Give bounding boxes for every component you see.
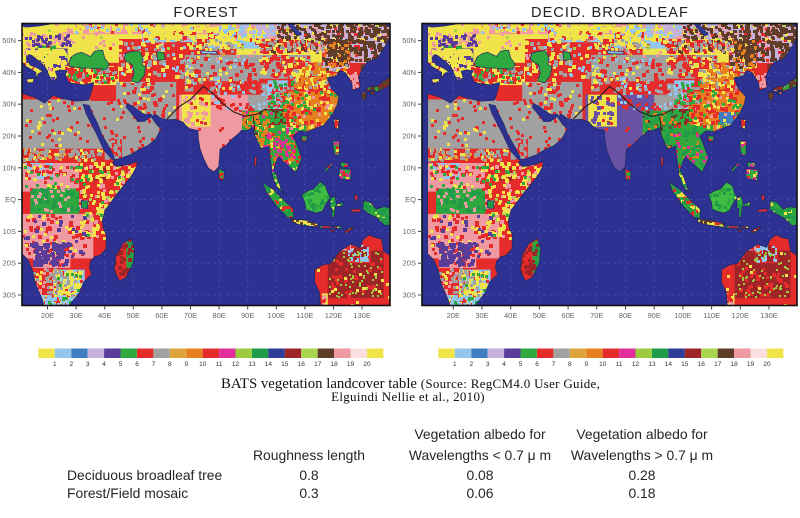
svg-text:90E: 90E xyxy=(648,311,661,320)
svg-text:110E: 110E xyxy=(296,311,313,320)
svg-text:70E: 70E xyxy=(184,311,197,320)
svg-text:100E: 100E xyxy=(674,311,692,320)
svg-text:60E: 60E xyxy=(155,311,168,320)
svg-text:0.3: 0.3 xyxy=(299,485,319,501)
svg-text:10N: 10N xyxy=(2,163,16,172)
svg-text:5: 5 xyxy=(119,361,123,368)
svg-text:11: 11 xyxy=(616,361,623,368)
svg-text:2: 2 xyxy=(69,361,73,368)
svg-text:70E: 70E xyxy=(590,311,603,320)
svg-text:7: 7 xyxy=(152,361,156,368)
svg-text:19: 19 xyxy=(747,361,755,368)
svg-text:50N: 50N xyxy=(402,36,416,45)
svg-text:90E: 90E xyxy=(241,311,254,320)
svg-text:Forest/Field mosaic: Forest/Field mosaic xyxy=(67,485,188,501)
svg-text:20N: 20N xyxy=(2,132,16,141)
svg-text:50E: 50E xyxy=(127,311,140,320)
svg-text:14: 14 xyxy=(265,361,273,368)
svg-text:20: 20 xyxy=(763,361,771,368)
svg-text:DECID. BROADLEAF: DECID. BROADLEAF xyxy=(531,5,689,21)
svg-text:130E: 130E xyxy=(353,311,371,320)
svg-text:9: 9 xyxy=(584,361,588,368)
svg-text:2: 2 xyxy=(469,361,473,368)
svg-text:40N: 40N xyxy=(402,68,416,77)
svg-text:0.06: 0.06 xyxy=(466,485,493,501)
svg-text:10: 10 xyxy=(199,361,207,368)
svg-text:40E: 40E xyxy=(504,311,517,320)
svg-text:100E: 100E xyxy=(268,311,286,320)
svg-text:10: 10 xyxy=(599,361,607,368)
svg-text:12: 12 xyxy=(632,361,640,368)
svg-text:16: 16 xyxy=(698,361,706,368)
svg-text:19: 19 xyxy=(347,361,355,368)
svg-text:110E: 110E xyxy=(703,311,720,320)
svg-text:0.18: 0.18 xyxy=(628,485,655,501)
svg-text:15: 15 xyxy=(281,361,289,368)
svg-text:3: 3 xyxy=(486,361,490,368)
svg-text:80E: 80E xyxy=(212,311,225,320)
svg-text:17: 17 xyxy=(714,361,722,368)
svg-text:13: 13 xyxy=(648,361,656,368)
svg-text:120E: 120E xyxy=(325,311,343,320)
svg-text:Wavelengths > 0.7 μ m: Wavelengths > 0.7 μ m xyxy=(571,447,713,463)
svg-text:17: 17 xyxy=(314,361,322,368)
svg-text:Roughness length: Roughness length xyxy=(253,447,365,463)
svg-text:6: 6 xyxy=(535,361,539,368)
svg-text:11: 11 xyxy=(216,361,223,368)
svg-text:8: 8 xyxy=(168,361,172,368)
svg-text:12: 12 xyxy=(232,361,240,368)
svg-text:60E: 60E xyxy=(561,311,574,320)
svg-text:30E: 30E xyxy=(69,311,82,320)
svg-text:30S: 30S xyxy=(403,291,416,300)
svg-text:10S: 10S xyxy=(403,227,416,236)
svg-text:BATS vegetation landcover tabl: BATS vegetation landcover table (Source:… xyxy=(221,376,600,392)
svg-text:5: 5 xyxy=(519,361,523,368)
svg-text:16: 16 xyxy=(298,361,306,368)
svg-text:Deciduous broadleaf tree: Deciduous broadleaf tree xyxy=(67,467,222,483)
svg-text:EQ: EQ xyxy=(5,195,16,204)
svg-text:20N: 20N xyxy=(402,132,416,141)
svg-text:130E: 130E xyxy=(760,311,778,320)
svg-text:30E: 30E xyxy=(475,311,488,320)
svg-text:1: 1 xyxy=(53,361,57,368)
svg-text:40E: 40E xyxy=(98,311,111,320)
svg-text:9: 9 xyxy=(184,361,188,368)
svg-text:15: 15 xyxy=(681,361,689,368)
svg-text:80E: 80E xyxy=(619,311,632,320)
svg-text:50N: 50N xyxy=(2,36,16,45)
svg-text:1: 1 xyxy=(453,361,457,368)
svg-text:13: 13 xyxy=(248,361,256,368)
svg-text:18: 18 xyxy=(330,361,338,368)
svg-text:7: 7 xyxy=(552,361,556,368)
svg-text:18: 18 xyxy=(730,361,738,368)
svg-text:4: 4 xyxy=(502,361,506,368)
svg-text:30N: 30N xyxy=(402,100,416,109)
svg-text:6: 6 xyxy=(135,361,139,368)
svg-text:Wavelengths < 0.7 μ m: Wavelengths < 0.7 μ m xyxy=(409,447,551,463)
svg-text:8: 8 xyxy=(568,361,572,368)
svg-text:20E: 20E xyxy=(447,311,460,320)
svg-text:FOREST: FOREST xyxy=(173,5,238,21)
svg-text:EQ: EQ xyxy=(405,195,416,204)
svg-text:30S: 30S xyxy=(3,291,16,300)
svg-text:0.08: 0.08 xyxy=(466,467,493,483)
svg-text:4: 4 xyxy=(102,361,106,368)
svg-text:120E: 120E xyxy=(732,311,750,320)
svg-text:20S: 20S xyxy=(3,259,16,268)
svg-text:0.28: 0.28 xyxy=(628,467,655,483)
svg-text:Vegetation albedo for: Vegetation albedo for xyxy=(576,426,708,442)
svg-text:20S: 20S xyxy=(403,259,416,268)
svg-text:14: 14 xyxy=(665,361,673,368)
svg-text:20: 20 xyxy=(363,361,371,368)
svg-text:30N: 30N xyxy=(2,100,16,109)
svg-text:20E: 20E xyxy=(41,311,54,320)
svg-text:0.8: 0.8 xyxy=(299,467,319,483)
svg-text:10S: 10S xyxy=(3,227,16,236)
svg-text:Elguindi Nellie et al., 2010): Elguindi Nellie et al., 2010) xyxy=(331,389,485,404)
svg-text:3: 3 xyxy=(86,361,90,368)
svg-text:10N: 10N xyxy=(402,163,416,172)
svg-text:Vegetation albedo for: Vegetation albedo for xyxy=(414,426,546,442)
svg-text:50E: 50E xyxy=(533,311,546,320)
svg-text:40N: 40N xyxy=(2,68,16,77)
